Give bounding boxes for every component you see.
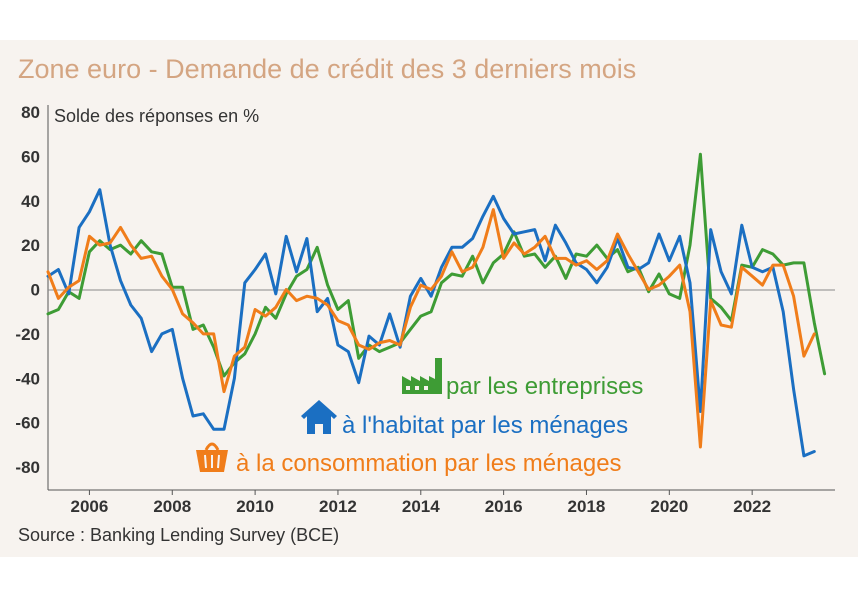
y-tick-label: 40 — [21, 192, 40, 211]
house-icon — [301, 400, 337, 434]
y-tick-label: 0 — [31, 281, 40, 300]
chart-panel — [0, 40, 858, 557]
x-tick-label: 2010 — [236, 497, 274, 516]
series-line-consumption — [46, 208, 816, 449]
y-tick-label: 80 — [21, 103, 40, 122]
x-tick-label: 2014 — [402, 497, 440, 516]
y-tick-label: -80 — [15, 458, 40, 477]
x-tick-label: 2018 — [568, 497, 606, 516]
y-axis-label: Solde des réponses en % — [54, 106, 259, 126]
x-tick-label: 2022 — [733, 497, 771, 516]
y-tick-label: 60 — [21, 147, 40, 166]
shopping-basket-icon — [196, 442, 228, 472]
series-layer — [46, 152, 827, 458]
factory-icon — [402, 358, 442, 394]
series-line-enterprises — [46, 152, 827, 378]
x-tick-label: 2012 — [319, 497, 357, 516]
legend-housing-label: à l'habitat par les ménages — [342, 412, 628, 439]
x-tick-label: 2020 — [650, 497, 688, 516]
x-tick-label: 2006 — [71, 497, 109, 516]
chart-title: Zone euro - Demande de crédit des 3 dern… — [18, 54, 637, 84]
y-ticks: -80 -60 -40 -20 0 20 40 60 80 — [15, 103, 40, 477]
y-tick-label: 20 — [21, 236, 40, 255]
y-tick-label: -60 — [15, 414, 40, 433]
y-tick-label: -20 — [15, 325, 40, 344]
x-ticks: 2006 2008 2010 2012 2014 2016 2018 2020 2022 — [71, 490, 771, 516]
y-tick-label: -40 — [15, 369, 40, 388]
legend-enterprises-label: par les entreprises — [446, 373, 643, 400]
x-tick-label: 2016 — [485, 497, 523, 516]
legend: par les entreprises à l'habitat par les … — [196, 358, 643, 477]
x-tick-label: 2008 — [153, 497, 191, 516]
legend-consumption-label: à la consommation par les ménages — [236, 450, 622, 477]
series-line-housing — [46, 188, 816, 458]
source-note: Source : Banking Lending Survey (BCE) — [18, 525, 340, 545]
